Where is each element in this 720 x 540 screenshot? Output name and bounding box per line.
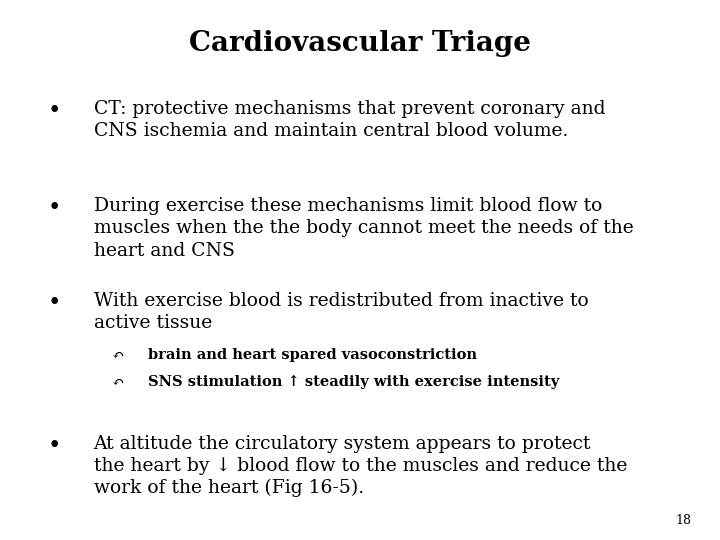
Text: SNS stimulation ↑ steadily with exercise intensity: SNS stimulation ↑ steadily with exercise…: [148, 375, 559, 389]
Text: During exercise these mechanisms limit blood flow to
muscles when the the body c: During exercise these mechanisms limit b…: [94, 197, 634, 260]
Text: CT: protective mechanisms that prevent coronary and
CNS ischemia and maintain ce: CT: protective mechanisms that prevent c…: [94, 100, 605, 140]
Text: Cardiovascular Triage: Cardiovascular Triage: [189, 30, 531, 57]
Text: brain and heart spared vasoconstriction: brain and heart spared vasoconstriction: [148, 348, 477, 362]
Text: At altitude the circulatory system appears to protect
the heart by ↓ blood flow : At altitude the circulatory system appea…: [94, 435, 627, 497]
Text: ↶: ↶: [112, 375, 124, 389]
Text: With exercise blood is redistributed from inactive to
active tissue: With exercise blood is redistributed fro…: [94, 292, 588, 332]
Text: •: •: [48, 292, 60, 314]
Text: •: •: [48, 100, 60, 122]
Text: 18: 18: [675, 514, 691, 526]
Text: •: •: [48, 435, 60, 457]
Text: ↶: ↶: [112, 348, 124, 362]
Text: •: •: [48, 197, 60, 219]
